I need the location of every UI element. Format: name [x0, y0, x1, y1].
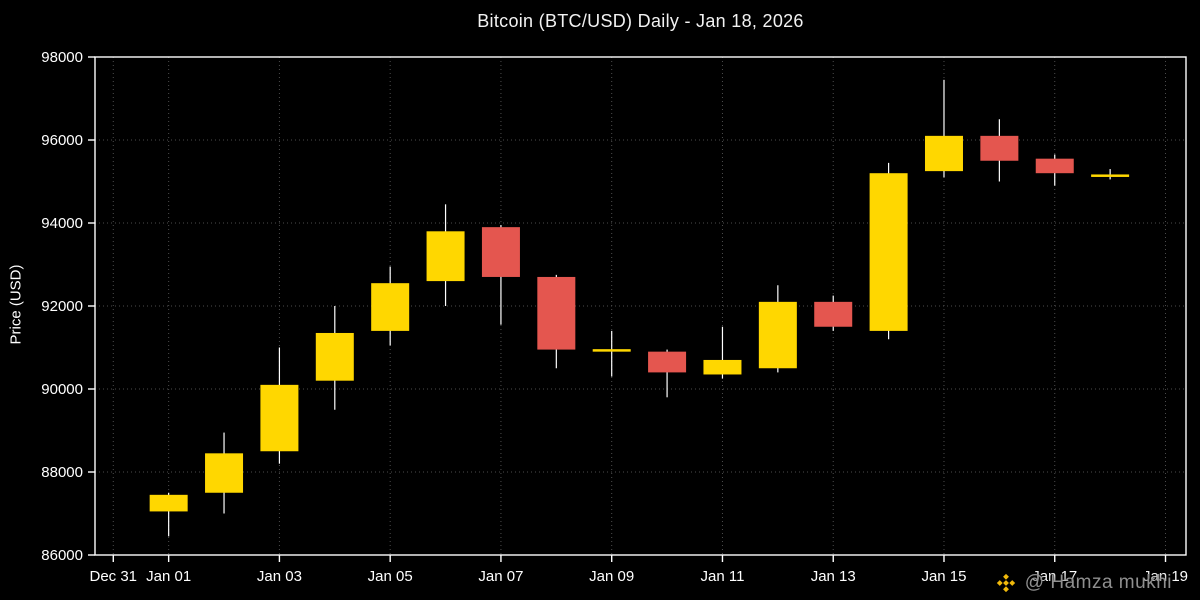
x-tick-label: Jan 17: [1032, 568, 1077, 585]
candle-body: [814, 301, 853, 327]
y-tick-label: 94000: [41, 215, 83, 232]
y-tick-label: 90000: [41, 381, 83, 398]
candle-body: [869, 173, 908, 331]
x-tick-label: Jan 09: [589, 568, 634, 585]
watermark-handle: @ Hamza mukhi: [1024, 572, 1172, 593]
candle-body: [924, 135, 963, 172]
chart-title: Bitcoin (BTC/USD) Daily - Jan 18, 2026: [477, 11, 804, 31]
candle-body: [1035, 158, 1074, 174]
y-tick-label: 92000: [41, 298, 83, 315]
x-tick-label: Jan 03: [257, 568, 302, 585]
candle-body: [980, 135, 1019, 161]
candle-body: [537, 276, 576, 350]
x-tick-label: Jan 13: [811, 568, 856, 585]
watermark: @ Hamza mukhi: [995, 572, 1172, 594]
candle-body: [1091, 174, 1130, 177]
y-tick-label: 98000: [41, 49, 83, 66]
x-tick-label: Jan 11: [700, 568, 744, 585]
candle-body: [648, 351, 687, 373]
y-tick-label: 86000: [41, 547, 83, 564]
candle-body: [758, 301, 797, 369]
x-tick-label: Jan 19: [1143, 568, 1188, 585]
candle-body: [149, 494, 188, 512]
candle-body: [426, 231, 465, 282]
candle-body: [205, 453, 244, 493]
candle-body: [703, 359, 742, 375]
x-tick-label: Jan 07: [478, 568, 523, 585]
binance-diamond-icon: [995, 572, 1017, 594]
candle-body: [481, 227, 520, 277]
x-tick-label: Dec 31: [90, 568, 138, 585]
candle-body: [371, 283, 410, 331]
candle-body: [592, 349, 631, 352]
candle-body: [260, 384, 299, 452]
x-tick-label: Jan 05: [368, 568, 413, 585]
y-tick-label: 88000: [41, 464, 83, 481]
x-tick-label: Jan 01: [146, 568, 191, 585]
y-tick-label: 96000: [41, 132, 83, 149]
candle-body: [315, 332, 354, 381]
x-tick-label: Jan 15: [921, 568, 966, 585]
